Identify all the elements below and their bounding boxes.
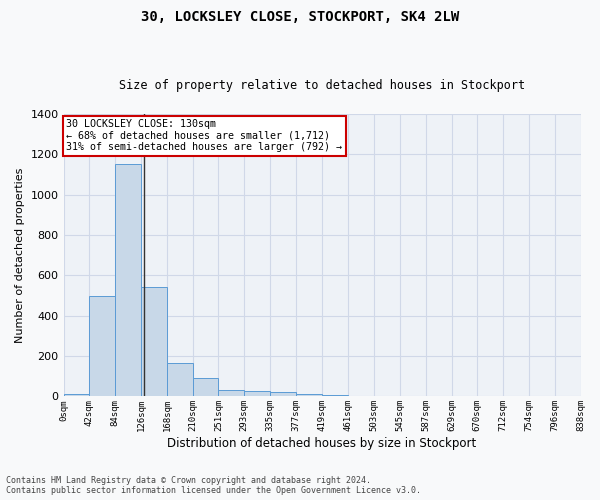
X-axis label: Distribution of detached houses by size in Stockport: Distribution of detached houses by size …	[167, 437, 476, 450]
Text: Contains HM Land Registry data © Crown copyright and database right 2024.
Contai: Contains HM Land Registry data © Crown c…	[6, 476, 421, 495]
Bar	[89, 296, 115, 396]
Bar	[244, 392, 270, 396]
Y-axis label: Number of detached properties: Number of detached properties	[15, 168, 25, 343]
Bar	[115, 164, 141, 396]
Bar	[64, 394, 89, 396]
Bar	[270, 392, 296, 396]
Bar	[167, 363, 193, 396]
Text: 30, LOCKSLEY CLOSE, STOCKPORT, SK4 2LW: 30, LOCKSLEY CLOSE, STOCKPORT, SK4 2LW	[141, 10, 459, 24]
Bar	[296, 394, 322, 396]
Text: 30 LOCKSLEY CLOSE: 130sqm
← 68% of detached houses are smaller (1,712)
31% of se: 30 LOCKSLEY CLOSE: 130sqm ← 68% of detac…	[66, 119, 342, 152]
Bar	[141, 288, 167, 397]
Bar	[322, 395, 348, 396]
Bar	[218, 390, 244, 396]
Bar	[193, 378, 218, 396]
Title: Size of property relative to detached houses in Stockport: Size of property relative to detached ho…	[119, 79, 525, 92]
